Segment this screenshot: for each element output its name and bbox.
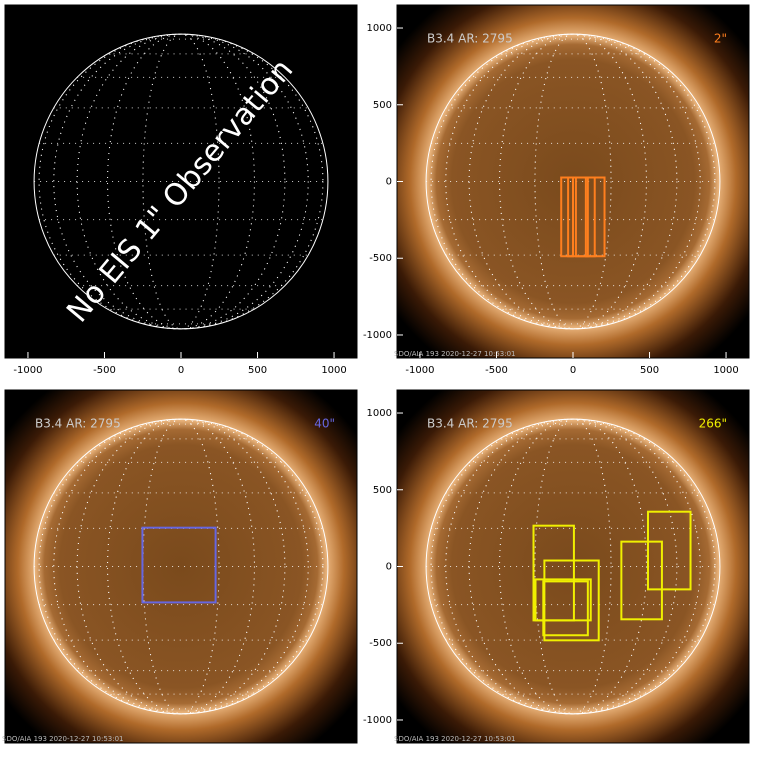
meridian [499,33,647,330]
meridian [53,418,309,715]
panel: No EIS 1" Observation-1000 -500 0 500 1000 [4,4,358,376]
panel: B3.4 AR: 2795 266" SDO/AIA 193 2020-12-27 … [363,389,750,744]
meridian [107,418,255,715]
y-tick-label: 500 [373,485,392,496]
y-tick-label: 0 [386,177,392,188]
meridian [76,418,286,715]
x-tick-label: 1000 [321,365,346,376]
x-tick-label: -500 [485,365,508,376]
y-tick-label: 1000 [367,408,392,419]
frame [4,389,358,744]
x-tick-label: -1000 [13,365,42,376]
meridian [430,33,716,330]
footer: SDO/AIA 193 2020-12-27 10:53:01 [394,350,516,358]
x-tick-label: 0 [570,365,576,376]
y-tick-label: -500 [369,638,392,649]
meridian [107,33,255,330]
meridian [38,33,324,330]
plot-area [5,390,357,743]
sun-image [5,390,357,743]
meridian [76,33,286,330]
y-tick-label: 0 [386,562,392,573]
eis-raster-box [584,176,606,258]
plot-area [397,5,749,358]
meridian [445,418,701,715]
y-tick-label: -1000 [363,715,392,726]
meridian [430,418,716,715]
eis-raster-box [542,580,589,637]
footer: SDO/AIA 193 2020-12-27 10:53:01 [2,735,124,743]
panel-title: B3.4 AR: 2795 [35,417,121,431]
panel: B3.4 AR: 2795 2" SDO/AIA 193 2020-12-27 10… [363,4,750,376]
plot-area [397,390,749,743]
x-tick-label: 1000 [713,365,738,376]
x-tick-label: 500 [248,365,267,376]
y-tick-label: 500 [373,100,392,111]
x-tick-label: 0 [178,365,184,376]
panel-title: B3.4 AR: 2795 [427,32,513,46]
eis-raster-box [620,540,663,621]
x-tick-label: -1000 [405,365,434,376]
meridian [53,33,309,330]
meridian [38,418,324,715]
panel-title: B3.4 AR: 2795 [427,417,513,431]
resolution-label: 40" [314,417,335,431]
panel: B3.4 AR: 2795 40" SDO/AIA 193 2020-12-27 1… [2,389,358,744]
y-tick-label: -1000 [363,330,392,341]
meridian [468,33,678,330]
eis-raster-box [141,526,217,604]
eis-raster-box [543,559,600,642]
resolution-label: 2" [714,32,727,46]
meridian [445,33,701,330]
x-tick-label: 500 [640,365,659,376]
y-tick-label: 1000 [367,23,392,34]
eis-raster-box [534,578,592,622]
y-tick-label: -500 [369,253,392,264]
meridian [468,418,678,715]
meridian [499,418,647,715]
eis-raster-box [646,510,692,591]
meridian [142,33,220,330]
footer: SDO/AIA 193 2020-12-27 10:53:01 [394,735,516,743]
x-tick-label: -500 [93,365,116,376]
meridian [142,418,220,715]
resolution-label: 266" [699,417,727,431]
plot-area [5,5,357,358]
